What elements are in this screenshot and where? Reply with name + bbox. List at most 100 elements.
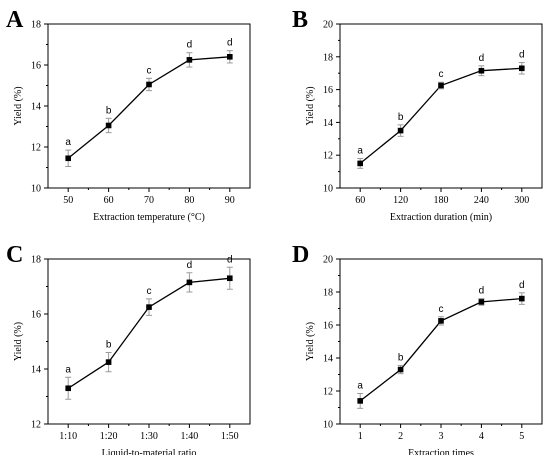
data-point: [438, 318, 444, 324]
x-tick-label: 70: [144, 195, 154, 206]
y-tick-label: 16: [31, 61, 41, 72]
y-tick-label: 20: [323, 255, 333, 266]
significance-label: a: [65, 137, 71, 148]
panel-letter: C: [6, 242, 23, 268]
data-point: [357, 398, 363, 404]
y-tick-label: 14: [31, 102, 41, 113]
x-axis-label: Extraction times: [408, 448, 474, 455]
plot-frame: [339, 23, 543, 189]
data-point: [438, 82, 444, 89]
y-tick-label: 12: [323, 387, 333, 398]
x-tick-label: 1:40: [181, 431, 199, 442]
significance-label: c: [439, 69, 444, 80]
data-point: [478, 67, 485, 74]
x-tick-label: 90: [225, 195, 235, 206]
x-tick-label: 1: [358, 431, 363, 442]
x-axis-label: Liquid-to-material ratio: [102, 448, 197, 455]
y-tick-label: 14: [323, 354, 333, 365]
y-tick-label: 10: [323, 184, 333, 195]
x-tick-label: 1:30: [140, 431, 158, 442]
x-tick-label: 80: [184, 195, 194, 206]
x-tick-label: 60: [355, 195, 365, 206]
data-point: [105, 359, 112, 365]
y-tick-label: 18: [31, 20, 41, 31]
panel-letter: A: [6, 7, 24, 33]
x-tick-label: 180: [434, 195, 449, 206]
x-tick-label: 240: [474, 195, 489, 206]
y-axis-label: Yield (%): [305, 86, 316, 125]
data-point: [146, 304, 152, 310]
significance-label: a: [357, 145, 363, 156]
y-tick-label: 20: [323, 20, 333, 31]
x-tick-label: 120: [393, 195, 408, 206]
x-tick-label: 4: [479, 431, 484, 442]
x-axis-label: Extraction temperature (°C): [93, 212, 205, 223]
y-axis-label: Yield (%): [13, 322, 24, 361]
y-tick-label: 14: [323, 118, 333, 129]
panel-letter: B: [292, 7, 308, 33]
chart-panel-c: C 12 14 16 18 1:10 1:20 1:30 1:40 1:50 Liquid-to-m…: [6, 242, 251, 455]
significance-label: a: [65, 364, 71, 375]
significance-label: d: [227, 38, 233, 49]
data-point: [65, 385, 71, 392]
significance-label: b: [106, 340, 112, 351]
data-point: [105, 122, 112, 129]
significance-label: d: [227, 254, 233, 265]
y-tick-label: 16: [323, 85, 333, 96]
data-point: [227, 275, 233, 282]
x-axis-label: Extraction duration (min): [390, 212, 492, 223]
y-tick-label: 12: [323, 151, 333, 162]
x-tick-label: 50: [63, 195, 73, 206]
data-point: [357, 160, 363, 167]
data-point: [186, 57, 193, 63]
x-tick-label: 1:10: [59, 431, 77, 442]
x-tick-label: 60: [104, 195, 114, 206]
significance-label: d: [479, 286, 485, 297]
significance-label: d: [479, 53, 485, 64]
y-tick-label: 12: [31, 420, 41, 431]
plot-frame: [47, 258, 251, 425]
data-point: [397, 366, 404, 373]
significance-label: b: [398, 112, 404, 123]
data-point: [146, 81, 152, 88]
y-tick-label: 10: [323, 420, 333, 431]
data-point: [227, 54, 233, 60]
y-tick-label: 10: [31, 184, 41, 195]
y-tick-label: 18: [323, 288, 333, 299]
significance-label: c: [439, 304, 444, 315]
data-point: [397, 127, 404, 134]
panel-letter: D: [292, 242, 309, 268]
plot-frame: [47, 23, 251, 189]
significance-label: c: [147, 65, 152, 76]
y-tick-label: 16: [31, 310, 41, 321]
x-tick-label: 3: [439, 431, 444, 442]
x-tick-label: 2: [398, 431, 403, 442]
x-tick-label: 1:50: [221, 431, 239, 442]
significance-label: b: [398, 352, 404, 363]
significance-label: d: [187, 260, 193, 271]
significance-label: b: [106, 105, 112, 116]
chart-panel-a: A 10 12 14 16 18 50 60 70 80 90 Extraction temperat…: [6, 7, 251, 223]
y-tick-label: 18: [31, 255, 41, 266]
y-tick-label: 14: [31, 365, 41, 376]
y-axis-label: Yield (%): [305, 322, 316, 361]
data-point: [478, 299, 485, 305]
y-tick-label: 16: [323, 321, 333, 332]
plot-frame: [339, 258, 543, 425]
significance-label: c: [147, 286, 152, 297]
chart-panel-b: B 10 12 14 16 18 20 60 120 180 240 300 Extraction du…: [292, 7, 543, 223]
x-tick-label: 5: [519, 431, 524, 442]
y-tick-label: 18: [323, 52, 333, 63]
data-point: [65, 155, 71, 162]
data-point: [519, 65, 525, 72]
data-point: [186, 279, 193, 286]
data-point: [519, 295, 525, 302]
significance-label: a: [357, 380, 363, 391]
significance-label: d: [519, 280, 525, 291]
significance-label: d: [187, 40, 193, 51]
y-tick-label: 12: [31, 143, 41, 154]
y-axis-label: Yield (%): [13, 86, 24, 125]
x-tick-label: 1:20: [100, 431, 118, 442]
